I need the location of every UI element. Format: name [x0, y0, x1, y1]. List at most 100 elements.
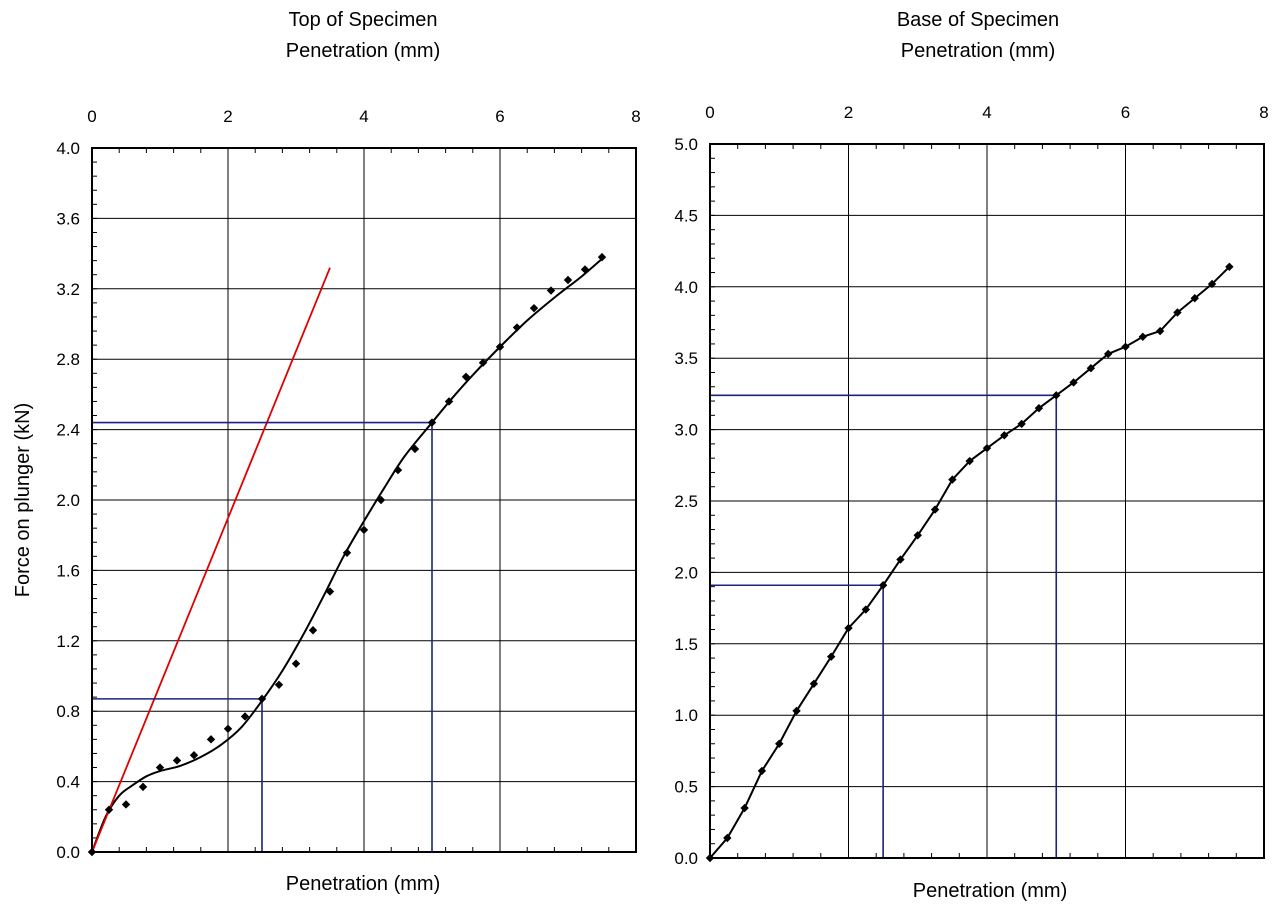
data-point [223, 724, 233, 733]
data-point [138, 782, 148, 792]
data-point [359, 525, 369, 535]
y-axis-label: Force on plunger (kN) [12, 403, 34, 598]
data-point [274, 680, 284, 689]
data-point [930, 505, 940, 514]
data-point [948, 475, 957, 484]
data-point [291, 659, 301, 668]
data-point [878, 581, 888, 590]
data-point [1052, 391, 1061, 400]
data-point [982, 443, 992, 453]
y-tick-label: 2.0 [674, 563, 698, 582]
y-tick-label: 3.2 [56, 280, 80, 299]
data-point [104, 805, 114, 814]
x-tick-label: 8 [1259, 103, 1268, 122]
y-tick-label: 0.8 [56, 702, 80, 721]
x-tick-label: 2 [223, 107, 232, 126]
reference-line [710, 584, 884, 858]
x-tick-label: 4 [359, 107, 368, 126]
data-point [206, 735, 216, 744]
y-tick-label: 0.4 [56, 773, 80, 792]
data-point [1000, 431, 1009, 440]
chart-top-of-specimen: Top of Specimen Penetration (mm) Penetra… [12, 9, 641, 895]
y-tick-label: 0.0 [674, 849, 698, 868]
data-point [1069, 378, 1078, 387]
data-point [896, 555, 905, 564]
reference-line [92, 698, 263, 852]
x-tick-label: 0 [705, 103, 714, 122]
plot-grid [91, 147, 637, 853]
plot-grid [709, 143, 1265, 859]
data-point [240, 712, 250, 721]
data-point [775, 739, 784, 748]
y-tick-label: 0.0 [56, 843, 80, 862]
data-point [512, 323, 522, 332]
chart-subtitle: Penetration (mm) [901, 40, 1056, 62]
chart-title: Top of Specimen [289, 9, 438, 31]
x-tick-label: 4 [982, 103, 991, 122]
data-point [1225, 262, 1234, 272]
y-tick-label: 4.0 [674, 278, 698, 297]
y-tick-label: 1.0 [674, 706, 698, 725]
y-tick-label: 4.5 [674, 206, 698, 225]
x-tick-label: 6 [495, 107, 504, 126]
y-tick-label: 4.0 [56, 139, 80, 158]
data-point [393, 465, 403, 475]
data-point [597, 252, 607, 262]
y-tick-label: 2.8 [56, 350, 80, 369]
data-point [1138, 332, 1148, 341]
data-point [376, 495, 386, 505]
data-point [757, 766, 767, 776]
data-point [965, 456, 974, 466]
x-axis-label: Penetration (mm) [286, 873, 441, 895]
data-point [1034, 403, 1044, 413]
plot-frame [91, 147, 637, 853]
data-point [861, 605, 871, 614]
y-tick-label: 1.5 [674, 635, 698, 654]
data-point [740, 803, 749, 813]
data-point [913, 531, 922, 540]
x-tick-label: 2 [844, 103, 853, 122]
data-point [444, 397, 454, 406]
data-point [809, 679, 819, 688]
chart-title: Base of Specimen [897, 9, 1059, 31]
x-axis-label: Penetration (mm) [913, 880, 1068, 902]
data-point [1017, 419, 1026, 429]
y-tick-label: 1.6 [56, 561, 80, 580]
data-point [410, 444, 420, 454]
data-point [1155, 326, 1165, 336]
y-tick-label: 1.2 [56, 632, 80, 651]
data-point [478, 358, 488, 367]
data-point [792, 706, 801, 716]
data-point [826, 652, 836, 661]
data-point [155, 763, 165, 772]
data-point [580, 265, 590, 274]
data-point [461, 372, 471, 381]
data-point [427, 418, 437, 427]
y-tick-label: 3.6 [56, 209, 80, 228]
data-point [342, 548, 352, 557]
data-point [1103, 349, 1113, 359]
fit-curve [91, 258, 603, 853]
data-point [844, 623, 853, 633]
plot-frame [709, 143, 1265, 859]
y-tick-label: 5.0 [674, 135, 698, 154]
data-point [723, 833, 732, 843]
data-point [495, 342, 505, 352]
data-point [121, 800, 131, 809]
data-point [1173, 308, 1182, 317]
data-point [1121, 342, 1130, 351]
chart-base-of-specimen: Base of Specimen Penetration (mm) Penetr… [674, 9, 1268, 902]
data-point [325, 587, 335, 596]
data-point [308, 626, 318, 635]
data-point [189, 751, 199, 760]
data-point [172, 756, 182, 765]
y-tick-label: 2.5 [674, 492, 698, 511]
chart-subtitle: Penetration (mm) [286, 40, 441, 62]
data-point [529, 303, 539, 313]
x-tick-label: 6 [1121, 103, 1130, 122]
y-tick-label: 2.4 [56, 421, 80, 440]
y-tick-label: 3.5 [674, 349, 698, 368]
y-tick-label: 3.0 [674, 421, 698, 440]
data-point [563, 275, 573, 285]
